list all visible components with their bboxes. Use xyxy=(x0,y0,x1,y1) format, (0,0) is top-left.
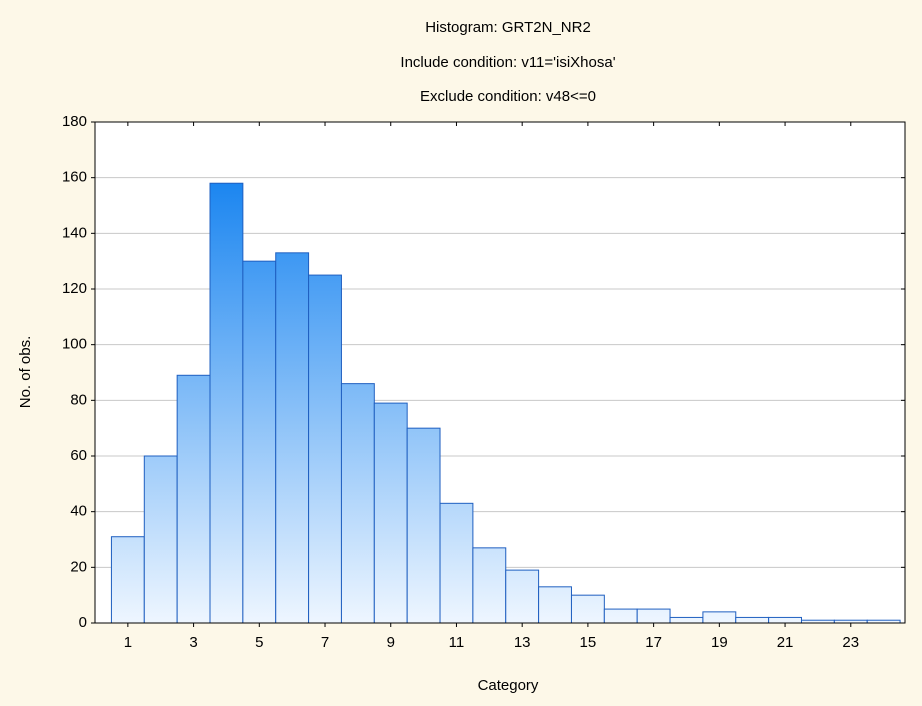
bar xyxy=(472,547,507,624)
bar xyxy=(735,616,770,624)
bar xyxy=(242,260,277,624)
bar xyxy=(209,182,244,624)
x-tick-label: 1 xyxy=(124,634,132,651)
x-tick-label: 11 xyxy=(449,634,465,651)
y-tick-label: 60 xyxy=(70,447,87,464)
x-tick-label: 21 xyxy=(777,634,794,651)
x-tick-label: 9 xyxy=(387,634,395,651)
x-tick-label: 19 xyxy=(711,634,728,651)
y-tick-label: 20 xyxy=(70,558,87,575)
x-tick-label: 7 xyxy=(321,634,329,651)
y-tick-label: 140 xyxy=(62,224,87,241)
bar xyxy=(143,455,178,624)
bar xyxy=(702,611,737,624)
y-tick-label: 100 xyxy=(62,336,87,353)
chart-title: Histogram: GRT2N_NR2 xyxy=(425,19,591,36)
x-tick-label: 17 xyxy=(645,634,662,651)
x-tick-label: 5 xyxy=(255,634,263,651)
y-axis-label: No. of obs. xyxy=(17,336,34,409)
bar xyxy=(570,594,605,624)
bar xyxy=(110,536,145,624)
bar xyxy=(439,502,474,624)
x-tick-label: 13 xyxy=(514,634,531,651)
bar xyxy=(340,383,375,624)
bar xyxy=(669,616,704,624)
x-tick-label: 15 xyxy=(580,634,597,651)
chart-subtitle: Include condition: v11='isiXhosa' xyxy=(400,54,615,71)
plot-frame xyxy=(94,121,906,624)
x-tick-label: 23 xyxy=(842,634,859,651)
y-tick-label: 160 xyxy=(62,169,87,186)
chart-subtitle: Exclude condition: v48<=0 xyxy=(420,88,596,105)
x-tick-label: 3 xyxy=(189,634,197,651)
bar xyxy=(176,374,211,624)
bar xyxy=(275,252,310,624)
x-axis-label: Category xyxy=(478,677,539,694)
bar xyxy=(505,569,540,624)
bar xyxy=(603,608,638,624)
bar xyxy=(768,616,802,624)
y-tick-label: 0 xyxy=(79,614,87,631)
y-tick-label: 80 xyxy=(70,391,87,408)
bar xyxy=(636,608,671,624)
bar xyxy=(308,274,342,624)
y-tick-label: 40 xyxy=(70,503,87,520)
y-tick-label: 120 xyxy=(62,280,87,297)
bar xyxy=(406,427,441,624)
y-tick-label: 180 xyxy=(62,113,87,130)
bar xyxy=(538,586,572,624)
bar xyxy=(373,402,408,624)
